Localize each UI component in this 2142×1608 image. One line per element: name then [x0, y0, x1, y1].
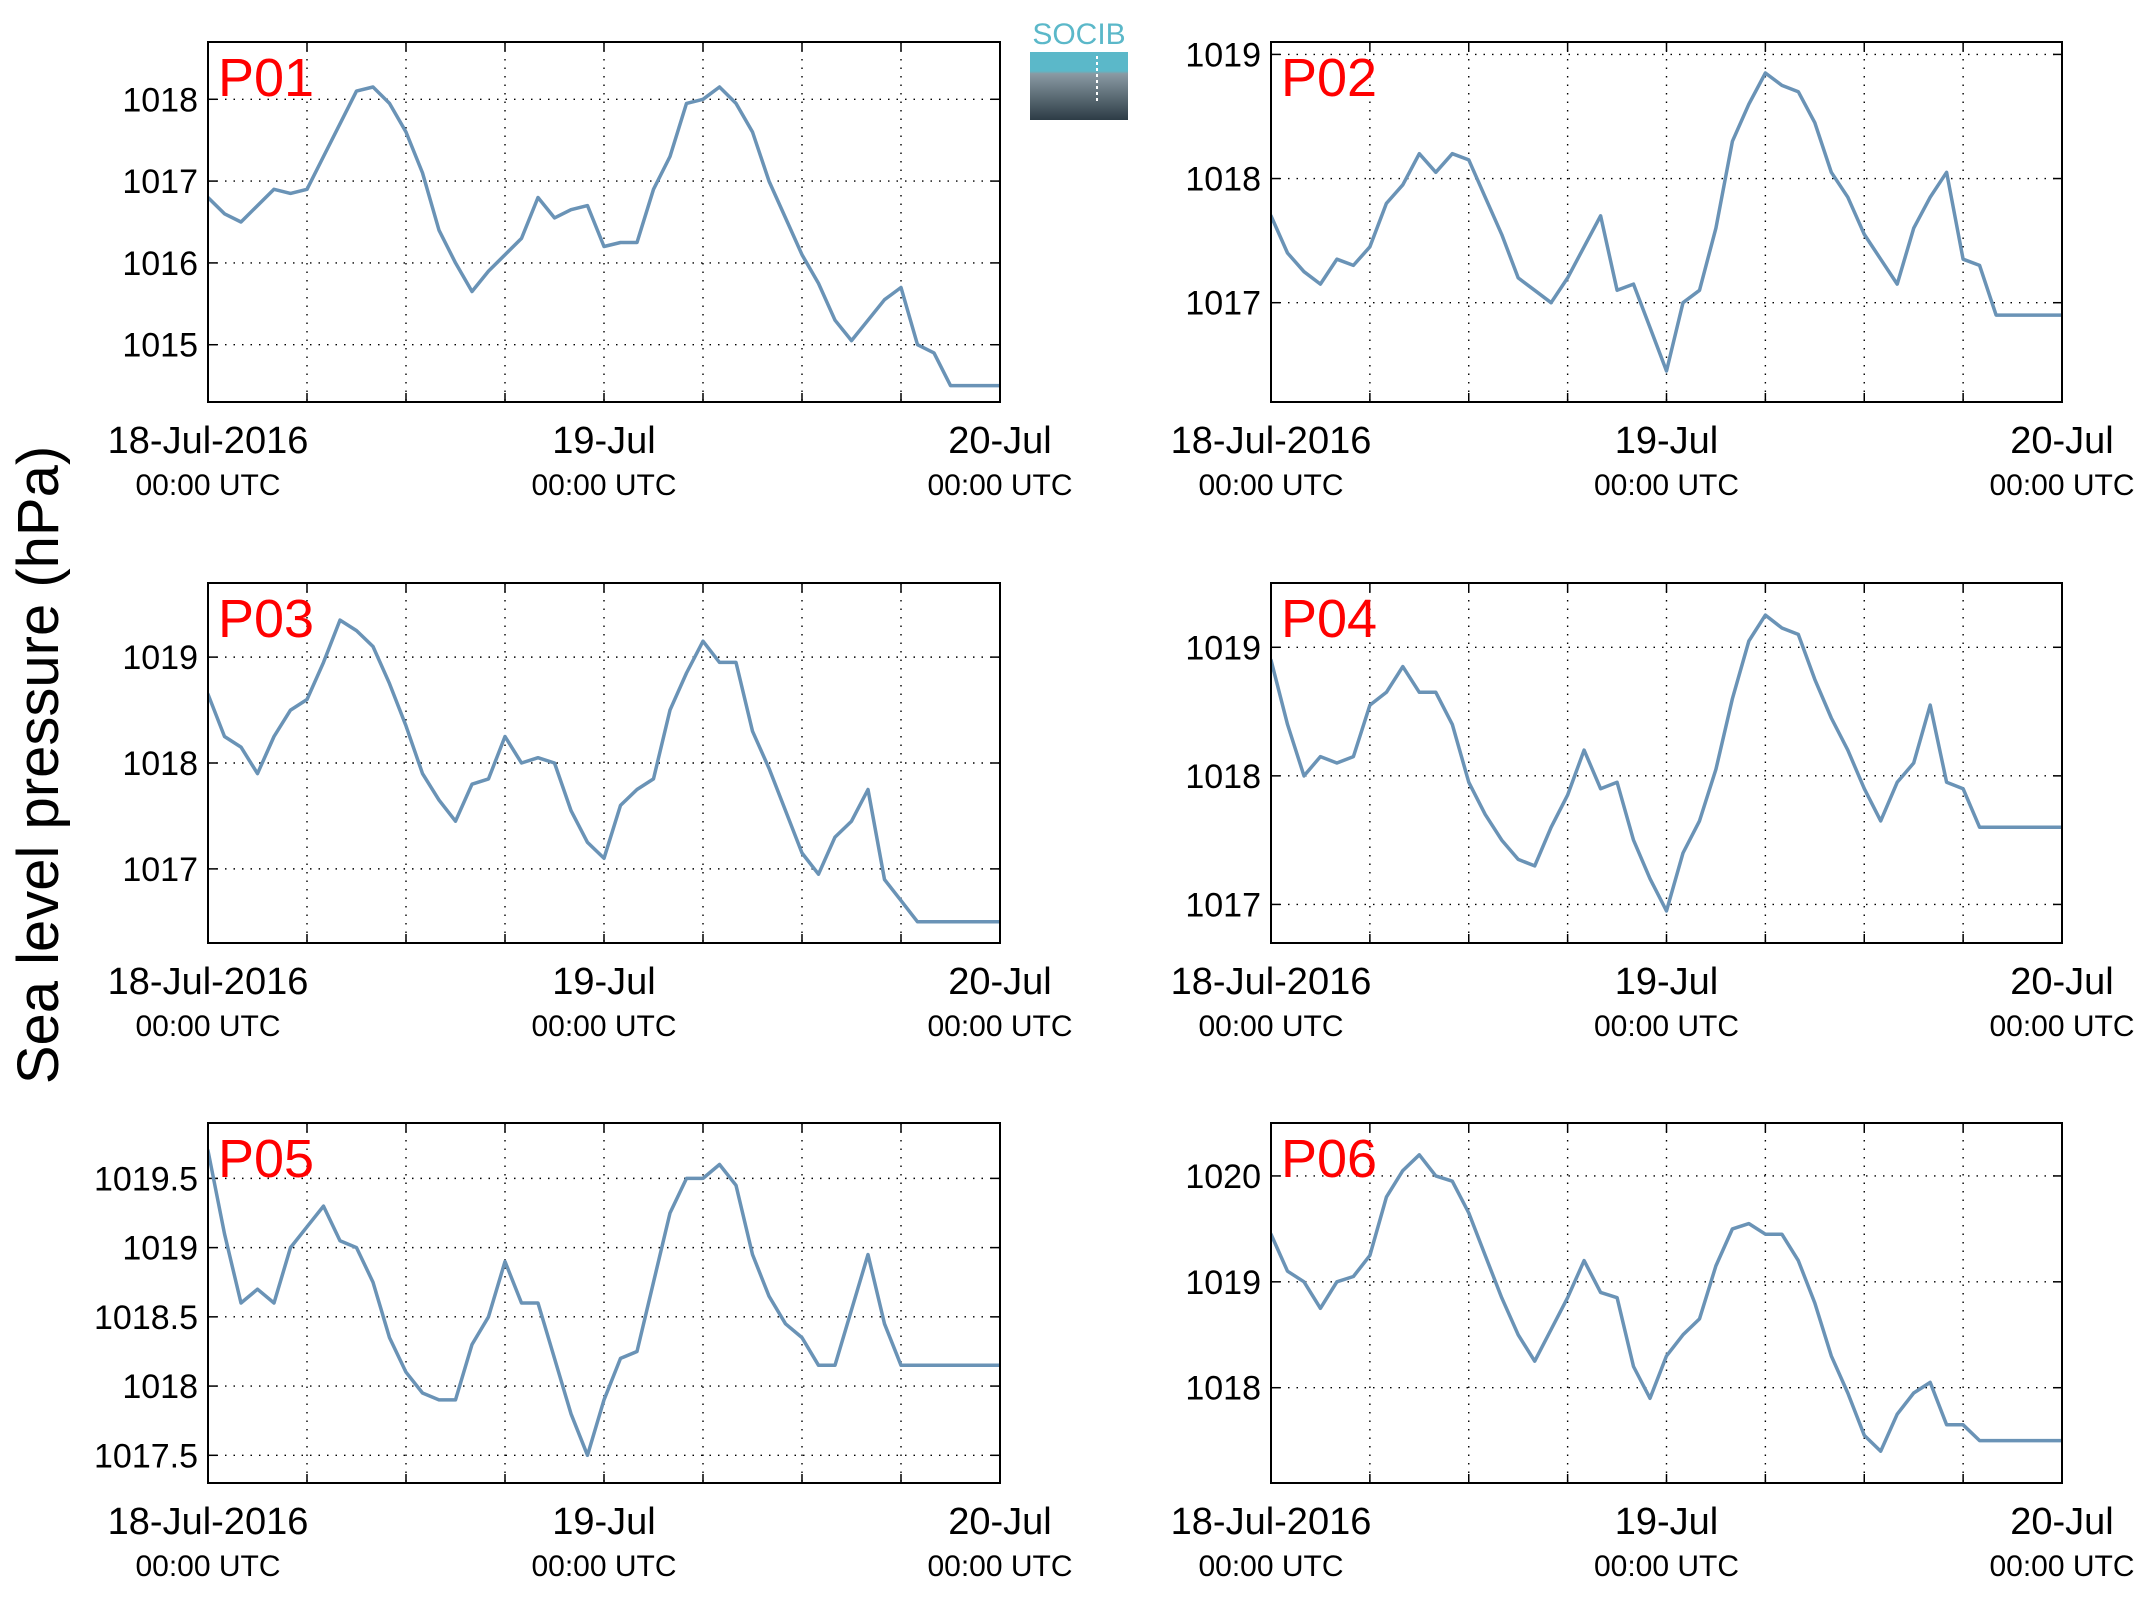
x-tick-label-time: 00:00 UTC [531, 1010, 676, 1043]
panel-p03: 1017 1018 1019 P03 18-Jul-2016 00:00 UTC 19-Ju… [108, 582, 1073, 1043]
y-tick-label: 1018 [1185, 758, 1261, 796]
panel-label: P05 [218, 1129, 314, 1189]
x-tick-label-time: 00:00 UTC [1198, 1550, 1343, 1583]
x-tick-label-date: 19-Jul [1615, 1501, 1719, 1543]
panel-label: P03 [218, 589, 314, 649]
x-tick-label-date: 20-Jul [2010, 961, 2114, 1003]
y-tick-label: 1019 [1185, 36, 1261, 74]
y-tick-label: 1018 [1185, 1370, 1261, 1408]
x-tick-label-time: 00:00 UTC [927, 1010, 1072, 1043]
x-tick-label-date: 20-Jul [2010, 420, 2114, 462]
panel-label: P04 [1281, 589, 1377, 649]
series-line [1271, 1153, 2062, 1453]
series-line [208, 85, 1000, 388]
y-tick-label: 1019 [1185, 629, 1261, 667]
x-tick-label-date: 18-Jul-2016 [1171, 1501, 1372, 1543]
x-tick-label-date: 20-Jul [948, 420, 1052, 462]
x-tick-label-time: 00:00 UTC [135, 469, 280, 502]
y-tick-label: 1017 [1185, 285, 1261, 323]
y-tick-label: 1017 [122, 851, 198, 889]
x-tick-label-time: 00:00 UTC [135, 1010, 280, 1043]
x-tick-label-time: 00:00 UTC [135, 1550, 280, 1583]
axes-box [207, 1122, 1001, 1484]
x-tick-label-time: 00:00 UTC [531, 469, 676, 502]
y-tick-label: 1018.5 [94, 1299, 198, 1337]
x-tick-label-date: 20-Jul [2010, 1501, 2114, 1543]
x-tick-label-date: 18-Jul-2016 [108, 1501, 309, 1543]
y-tick-label: 1020 [1185, 1158, 1261, 1196]
x-tick-label-date: 18-Jul-2016 [1171, 961, 1372, 1003]
panel-p04: 1017 1018 1019 P04 18-Jul-2016 00:00 UTC 19-Ju… [1171, 582, 2135, 1043]
x-tick-label-time: 00:00 UTC [1594, 1010, 1739, 1043]
x-tick-label-time: 00:00 UTC [927, 1550, 1072, 1583]
x-tick-label-time: 00:00 UTC [1989, 1550, 2134, 1583]
axes-box [1270, 1122, 2063, 1484]
y-tick-label: 1019.5 [94, 1160, 198, 1198]
y-tick-label: 1016 [122, 245, 198, 283]
socib-logo-block [1030, 52, 1128, 120]
x-tick-label-date: 20-Jul [948, 1501, 1052, 1543]
axes-box [207, 582, 1001, 944]
x-tick-label-time: 00:00 UTC [1198, 469, 1343, 502]
x-tick-label-date: 18-Jul-2016 [1171, 420, 1372, 462]
y-tick-label: 1019 [122, 639, 198, 677]
x-tick-label-time: 00:00 UTC [1989, 469, 2134, 502]
axes-box [1270, 582, 2063, 944]
x-tick-label-time: 00:00 UTC [531, 1550, 676, 1583]
y-tick-label: 1017 [1185, 886, 1261, 924]
x-tick-label-time: 00:00 UTC [927, 469, 1072, 502]
x-tick-label-date: 19-Jul [1615, 420, 1719, 462]
y-tick-label: 1018 [122, 745, 198, 783]
x-tick-label-time: 00:00 UTC [1594, 469, 1739, 502]
x-tick-label-date: 19-Jul [552, 420, 656, 462]
y-tick-label: 1015 [122, 327, 198, 365]
socib-logo-text: SOCIB [1032, 18, 1125, 51]
x-tick-label-date: 19-Jul [1615, 961, 1719, 1003]
y-tick-label: 1018 [122, 81, 198, 119]
panel-p01: 1015 1016 1017 1018 P01 18-Jul-2016 00:00 UTC 1… [108, 41, 1073, 502]
x-tick-label-date: 18-Jul-2016 [108, 420, 309, 462]
x-tick-label-time: 00:00 UTC [1989, 1010, 2134, 1043]
y-tick-label: 1019 [1185, 1264, 1261, 1302]
series-line [1271, 613, 2062, 913]
x-tick-label-time: 00:00 UTC [1594, 1550, 1739, 1583]
y-axis-label: Sea level pressure (hPa) [6, 446, 71, 1084]
panel-p02: 1017 1018 1019 P02 18-Jul-2016 00:00 UTC 19-Ju… [1171, 36, 2135, 502]
panel-p05: 1017.5 1018 1018.5 1019 1019.5 P05 18-Jul-2016… [94, 1122, 1073, 1583]
y-tick-label: 1017 [122, 163, 198, 201]
x-tick-label-date: 19-Jul [552, 961, 656, 1003]
y-tick-label: 1018 [1185, 161, 1261, 199]
series-line [208, 618, 1000, 924]
panel-label: P02 [1281, 48, 1377, 108]
socib-logo: SOCIB [1030, 18, 1128, 120]
panel-p06: 1018 1019 1020 P06 18-Jul-2016 00:00 UTC 19-Ju… [1171, 1122, 2135, 1583]
series-line [208, 1148, 1000, 1458]
axes-box [1270, 41, 2063, 403]
x-tick-label-time: 00:00 UTC [1198, 1010, 1343, 1043]
y-tick-label: 1017.5 [94, 1437, 198, 1475]
x-tick-label-date: 20-Jul [948, 961, 1052, 1003]
y-tick-label: 1018 [122, 1368, 198, 1406]
x-tick-label-date: 18-Jul-2016 [108, 961, 309, 1003]
panel-label: P06 [1281, 1129, 1377, 1189]
panel-label: P01 [218, 48, 314, 108]
x-tick-label-date: 19-Jul [552, 1501, 656, 1543]
y-tick-label: 1019 [122, 1230, 198, 1268]
axes-box [207, 41, 1001, 403]
series-line [1271, 71, 2062, 373]
